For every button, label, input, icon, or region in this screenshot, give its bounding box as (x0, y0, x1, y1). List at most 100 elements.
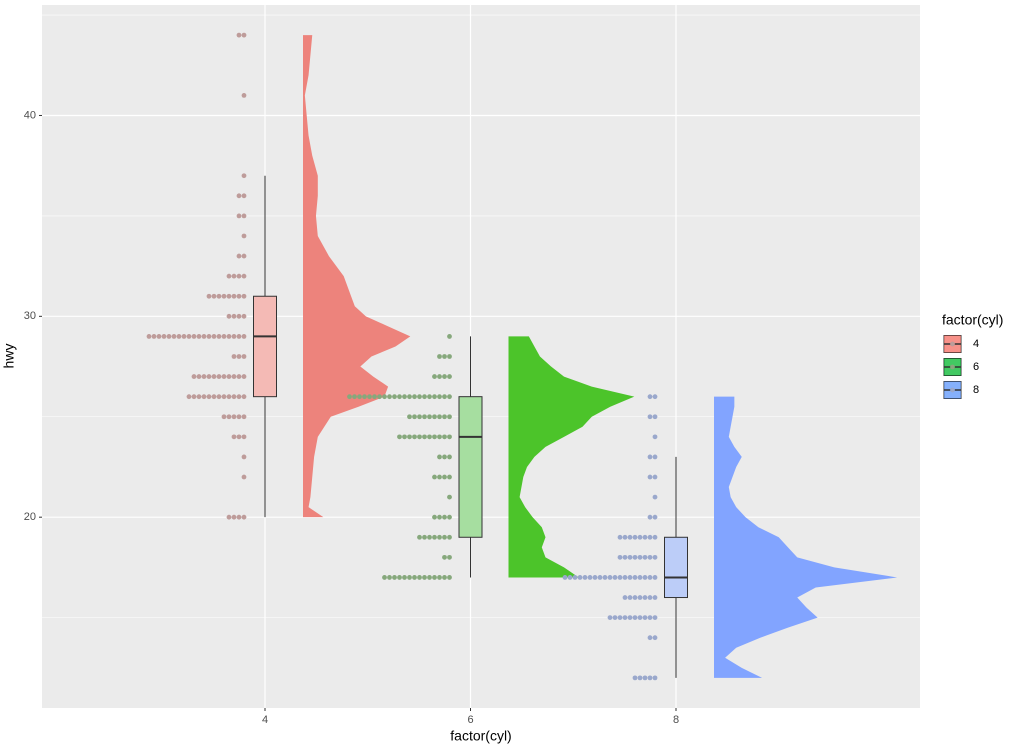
dot (236, 253, 242, 259)
y-tick-label: 30 (24, 310, 36, 322)
dot (647, 454, 653, 460)
dot (647, 534, 653, 540)
dot (236, 293, 242, 299)
y-axis-label: hwy (1, 344, 17, 369)
dot (221, 414, 227, 420)
dot (241, 293, 247, 299)
dot (236, 514, 242, 520)
dot (637, 595, 643, 600)
dot (432, 474, 437, 480)
dot (652, 554, 658, 560)
dot (236, 354, 242, 359)
legend-dot (950, 387, 955, 393)
dot (191, 334, 197, 339)
dot (652, 394, 658, 400)
dot (191, 374, 197, 379)
dot (407, 575, 412, 580)
dot (231, 354, 237, 359)
dot (402, 575, 407, 580)
dot (627, 554, 633, 560)
dot (622, 534, 628, 540)
dot (241, 334, 247, 339)
dot (402, 434, 407, 440)
dot (407, 414, 412, 420)
dot (186, 394, 192, 400)
dot (166, 334, 172, 339)
dot (447, 434, 452, 440)
dot (392, 394, 397, 400)
dot (647, 554, 653, 560)
dot (417, 394, 422, 400)
dot (647, 675, 653, 681)
dot (231, 514, 237, 520)
dot (637, 534, 643, 540)
dot (442, 434, 447, 440)
dot (652, 534, 658, 540)
dot (652, 494, 658, 500)
dot (241, 454, 247, 460)
dot (437, 354, 442, 359)
dot (191, 394, 197, 400)
dot (447, 334, 452, 339)
dot (652, 434, 658, 440)
dot (231, 334, 237, 339)
dot (447, 354, 452, 359)
dot (417, 534, 422, 540)
y-tick-label: 20 (24, 511, 36, 523)
dot (181, 334, 187, 339)
legend-dot (950, 341, 955, 347)
dot (652, 514, 658, 520)
dot (241, 92, 247, 98)
dot (442, 575, 447, 580)
dot (201, 394, 207, 400)
dot (176, 334, 182, 339)
dot (577, 575, 583, 580)
dot (241, 414, 247, 420)
dot (442, 354, 447, 359)
dot (442, 514, 447, 520)
x-tick-label: 4 (262, 714, 268, 726)
dot (407, 394, 412, 400)
dot (647, 635, 653, 641)
dot (236, 32, 242, 38)
dot (156, 334, 162, 339)
dot (617, 534, 623, 540)
dot (652, 635, 658, 641)
dot (236, 273, 242, 279)
dot (427, 394, 432, 400)
dot (241, 273, 247, 279)
dot (226, 313, 232, 319)
dot (196, 334, 202, 339)
dot (632, 675, 638, 681)
dot (412, 414, 417, 420)
dot (622, 615, 628, 621)
dot (397, 575, 402, 580)
box (253, 295, 277, 398)
dot (241, 233, 247, 239)
dot (146, 334, 152, 339)
dot (432, 514, 437, 520)
dot (642, 675, 648, 681)
dot (417, 434, 422, 440)
dot (632, 554, 638, 560)
dot (241, 374, 247, 379)
dot (647, 575, 653, 580)
dot (637, 675, 643, 681)
dot (241, 514, 247, 520)
dot (652, 414, 658, 420)
dot (382, 394, 387, 400)
dot (241, 354, 247, 359)
dot (447, 494, 452, 500)
dot (617, 575, 623, 580)
dot (437, 414, 442, 420)
x-axis-label: factor(cyl) (450, 728, 511, 744)
density (508, 336, 635, 578)
dot (427, 434, 432, 440)
dot (602, 575, 608, 580)
dot (627, 615, 633, 621)
dot (437, 474, 442, 480)
dot (642, 575, 648, 580)
dot (216, 394, 222, 400)
dot (622, 575, 628, 580)
